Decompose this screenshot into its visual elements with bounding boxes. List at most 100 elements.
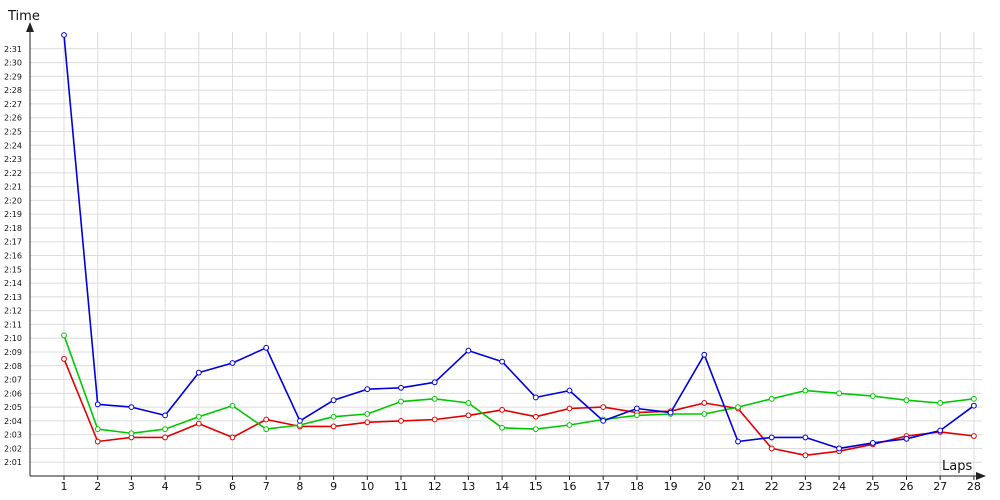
x-tick-label: 19 (664, 480, 678, 493)
x-axis-arrow (976, 472, 986, 480)
data-point (499, 406, 506, 413)
grid (30, 32, 982, 476)
y-tick-label: 2:05 (4, 403, 22, 412)
series-line (63, 34, 975, 450)
data-point (229, 402, 236, 409)
y-tick-label: 2:30 (4, 59, 22, 68)
x-tick-label: 5 (195, 480, 202, 493)
x-tick-label: 14 (495, 480, 509, 493)
data-point (128, 404, 135, 410)
data-point (903, 397, 910, 404)
y-tick-label: 2:17 (4, 238, 22, 247)
y-tick-label: 2:25 (4, 127, 22, 136)
x-tick-label: 26 (900, 480, 914, 493)
y-tick-label: 2:15 (4, 265, 22, 274)
data-point (701, 400, 708, 406)
data-point (195, 420, 202, 427)
data-point (398, 384, 404, 391)
y-tick-label: 2:01 (4, 458, 22, 467)
x-tick-label: 18 (630, 480, 644, 493)
data-point (836, 445, 842, 452)
data-point (499, 358, 506, 365)
x-tick-label: 10 (360, 480, 374, 493)
x-tick-label: 22 (765, 480, 779, 493)
data-point (465, 347, 472, 354)
y-tick-label: 2:07 (4, 376, 22, 385)
data-point (229, 434, 236, 441)
x-tick-label: 25 (866, 480, 880, 493)
y-tick-label: 2:22 (4, 169, 22, 178)
ticks: 2:01 2:02 2:03 2:04 2:05 2:06 2:07 2:08 2:09 2:10… (4, 45, 981, 493)
x-tick-label: 4 (162, 480, 169, 493)
data-point (836, 390, 842, 397)
y-tick-label: 2:13 (4, 293, 22, 302)
data-point (701, 411, 708, 417)
data-point (937, 427, 944, 434)
data-point (735, 438, 741, 445)
data-point (802, 387, 809, 394)
x-tick-label: 7 (263, 480, 270, 493)
x-tick-label: 13 (461, 480, 475, 493)
y-tick-label: 2:18 (4, 224, 22, 233)
data-point (701, 351, 708, 358)
data-point (162, 434, 169, 441)
data-point (735, 404, 741, 410)
data-point (465, 400, 472, 406)
y-tick-label: 2:11 (4, 320, 22, 329)
y-axis-arrow (26, 22, 34, 32)
data-point (768, 445, 775, 452)
data-point (802, 434, 809, 441)
data-point (431, 395, 438, 402)
data-point (162, 426, 169, 433)
data-point (499, 424, 506, 431)
data-point (768, 434, 775, 441)
data-point (431, 379, 438, 386)
data-point (61, 355, 67, 362)
data-point (971, 433, 977, 439)
data-point (195, 369, 202, 376)
series-line (63, 358, 974, 457)
y-axis-title: Time (7, 9, 40, 24)
data-point (61, 332, 67, 339)
x-tick-label: 23 (798, 480, 812, 493)
data-point (869, 440, 876, 446)
y-tick-label: 2:29 (4, 72, 22, 81)
data-point (229, 360, 236, 366)
data-point (364, 411, 371, 417)
data-point (566, 405, 573, 412)
data-point (465, 412, 472, 419)
x-tick-label: 20 (697, 480, 711, 493)
data-point (532, 426, 539, 433)
series-3 (61, 32, 977, 452)
data-point (330, 423, 337, 430)
y-tick-label: 2:27 (4, 100, 22, 109)
x-tick-label: 8 (296, 480, 303, 493)
data-point (128, 430, 135, 437)
data-point (263, 344, 270, 351)
data-point (634, 405, 640, 412)
y-tick-label: 2:19 (4, 210, 22, 219)
data-point (364, 419, 371, 426)
data-point (195, 413, 202, 420)
y-tick-label: 2:03 (4, 431, 22, 440)
data-point (263, 416, 270, 423)
data-point (937, 400, 944, 406)
y-tick-label: 2:06 (4, 389, 22, 398)
data-point (61, 32, 67, 38)
x-tick-label: 27 (933, 480, 947, 493)
data-point (667, 409, 674, 416)
data-point (532, 394, 539, 401)
data-point (634, 412, 640, 419)
x-tick-label: 2 (94, 480, 101, 493)
x-axis-title: Laps (942, 459, 972, 474)
data-point (802, 452, 809, 459)
y-tick-label: 2:04 (4, 417, 22, 426)
x-tick-label: 3 (128, 480, 135, 493)
x-tick-label: 17 (596, 480, 610, 493)
data-point (532, 413, 539, 420)
series-line (63, 335, 974, 435)
data-point (94, 438, 101, 445)
x-tick-label: 12 (428, 480, 442, 493)
